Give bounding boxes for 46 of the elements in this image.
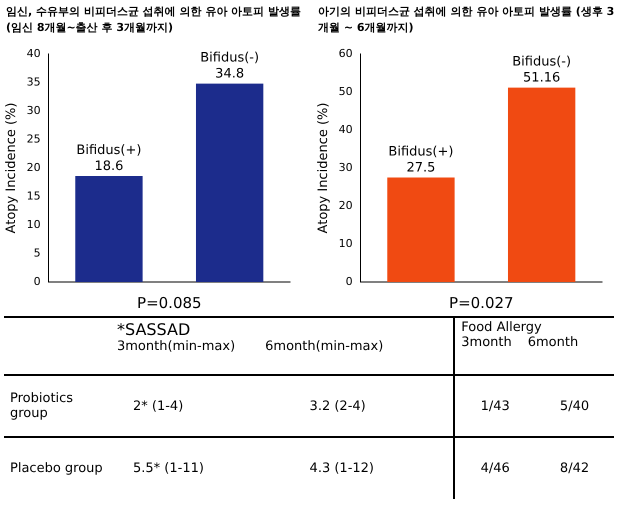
text: 3month(min-max) bbox=[117, 339, 236, 354]
data-label: 51.16 bbox=[523, 70, 560, 86]
text: 6month(min-max) bbox=[265, 339, 384, 354]
text: 6month bbox=[528, 335, 578, 350]
y-tick-label: 25 bbox=[26, 132, 41, 146]
text: Probiotics group bbox=[9, 390, 74, 423]
x-tick-label: Bifidus(-) bbox=[512, 54, 572, 70]
text: 8/42 bbox=[558, 460, 590, 478]
y-axis-title: Atopy Incidence (%) bbox=[4, 102, 20, 234]
y-tick-label: 20 bbox=[26, 160, 41, 174]
text: Placebo group bbox=[9, 460, 104, 478]
y-tick-label: 30 bbox=[26, 104, 41, 117]
data-label: 34.8 bbox=[215, 66, 244, 82]
y-tick-label: 35 bbox=[26, 75, 41, 88]
y-tick-label: 40 bbox=[26, 46, 41, 60]
y-tick-label: 0 bbox=[34, 274, 41, 288]
y-tick-label: 40 bbox=[338, 122, 353, 136]
y-tick-label: 10 bbox=[338, 236, 353, 250]
x-tick-label: Bifidus(+) bbox=[76, 142, 142, 158]
data-label: 18.6 bbox=[94, 158, 124, 174]
x-tick-label: Bifidus(+) bbox=[388, 144, 454, 160]
y-tick-label: 10 bbox=[26, 218, 41, 231]
chart-title: 아기의 비피더스균 섭취에 의한 유아 아토피 발생률 (생후 3개월 ~ 6개월까지) bbox=[317, 4, 616, 36]
y-tick-label: 30 bbox=[338, 160, 353, 174]
text: 3month bbox=[461, 335, 512, 350]
text: P=0.027 bbox=[449, 294, 514, 312]
text: P=0.085 bbox=[137, 294, 202, 312]
y-tick-label: 20 bbox=[338, 198, 353, 212]
text: 4.3 (1-12) bbox=[308, 460, 376, 478]
text: 2* (1-4) bbox=[132, 398, 184, 416]
text: *SASSAD bbox=[117, 320, 192, 339]
text: 5/40 bbox=[558, 398, 590, 416]
y-tick-label: 60 bbox=[338, 46, 353, 60]
x-tick-label: Bifidus(-) bbox=[200, 50, 260, 66]
text: Food Allergy bbox=[461, 320, 543, 335]
text: 5.5* (1-11) bbox=[132, 460, 205, 478]
data-label: 27.5 bbox=[406, 160, 436, 176]
y-axis-title: Atopy Incidence (%) bbox=[316, 102, 332, 234]
chart-title: 임신, 수유부의 비피더스균 섭취에 의한 유아 아토피 발생률 (임신 8개월~출산 후 3개월까지) bbox=[5, 4, 302, 36]
text: 3.2 (2-4) bbox=[308, 398, 367, 416]
y-tick-label: 5 bbox=[34, 246, 41, 260]
text: 4/46 bbox=[454, 437, 536, 499]
y-tick-label: 0 bbox=[346, 274, 353, 288]
text: 1/43 bbox=[454, 375, 536, 437]
y-tick-label: 15 bbox=[26, 189, 41, 202]
y-tick-label: 50 bbox=[338, 84, 353, 98]
